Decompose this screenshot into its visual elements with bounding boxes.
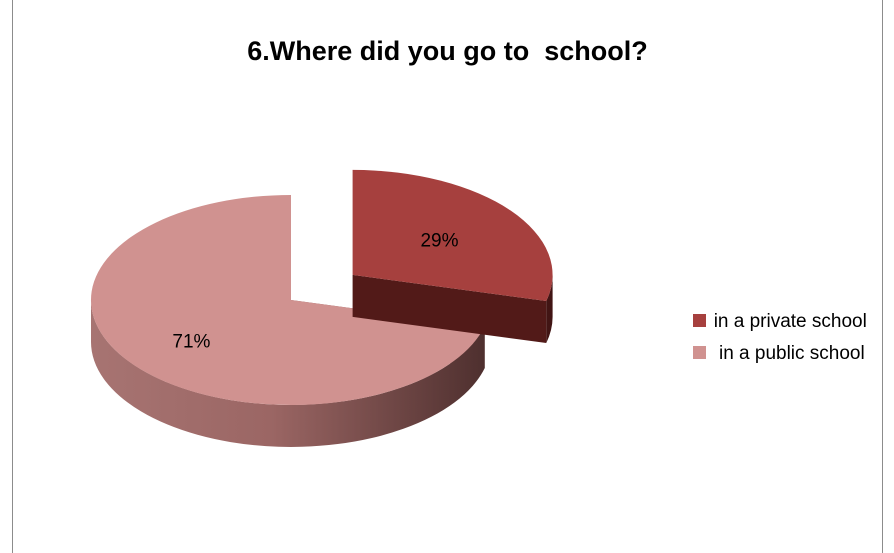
legend-swatch-public	[692, 346, 706, 360]
pie-chart: 29% 71%	[90, 169, 553, 447]
pie-side-private	[546, 274, 553, 343]
data-label-public: 71%	[172, 332, 210, 353]
pie-wall-private-1	[352, 274, 547, 343]
legend-swatch-private	[692, 314, 706, 328]
legend: in a private school in a public school	[661, 283, 867, 364]
legend-item-public: in a public school	[661, 315, 867, 364]
chart-title: 6.Where did you go to school?	[247, 36, 648, 66]
pie-side-public	[91, 300, 485, 447]
pie-slice-public	[90, 194, 485, 405]
legend-label-public: in a public school	[713, 343, 865, 364]
chart-area: 6.Where did you go to school? 29% 71% in …	[12, 0, 883, 553]
legend-item-private: in a private school	[661, 283, 867, 332]
pie-slice-private	[352, 169, 553, 301]
legend-label-private: in a private school	[713, 311, 867, 332]
data-label-private: 29%	[420, 231, 458, 252]
